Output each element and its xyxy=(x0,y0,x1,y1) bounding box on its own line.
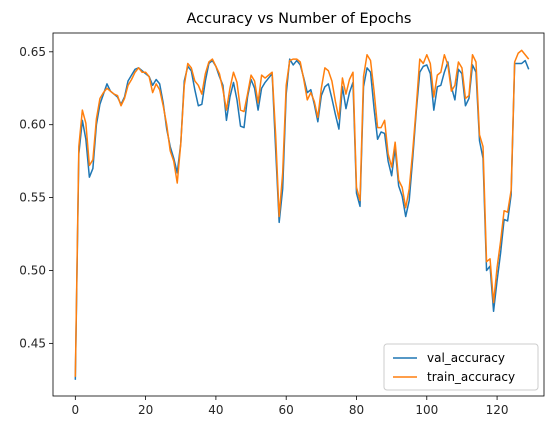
series-line-train-accuracy xyxy=(74,49,530,377)
series-layer xyxy=(74,49,530,380)
axes-frame xyxy=(52,32,545,397)
chart-title: Accuracy vs Number of Epochs xyxy=(187,11,412,27)
x-tick-label: 120 xyxy=(486,403,509,417)
legend-label: val_accuracy xyxy=(427,351,505,365)
x-tick-label: 0 xyxy=(71,403,79,417)
y-tick-label: 0.50 xyxy=(19,263,46,277)
x-tick-label: 60 xyxy=(279,403,294,417)
legend-box xyxy=(383,343,539,391)
y-axis: 0.45 0.50 0.55 0.60 0.65 xyxy=(19,45,53,350)
legend-label: train_accuracy xyxy=(427,370,515,384)
x-tick-label: 40 xyxy=(208,403,223,417)
y-tick-label: 0.65 xyxy=(19,45,46,59)
x-tick-label: 20 xyxy=(138,403,153,417)
y-tick-label: 0.45 xyxy=(19,336,46,350)
y-tick-label: 0.60 xyxy=(19,118,46,132)
x-tick-label: 100 xyxy=(415,403,438,417)
x-axis: 0 20 40 60 80 100 120 xyxy=(71,396,509,417)
series-line-val-accuracy xyxy=(74,58,530,380)
x-tick-label: 80 xyxy=(349,403,364,417)
y-tick-label: 0.55 xyxy=(19,191,46,205)
legend: val_accuracy train_accuracy xyxy=(383,343,539,391)
